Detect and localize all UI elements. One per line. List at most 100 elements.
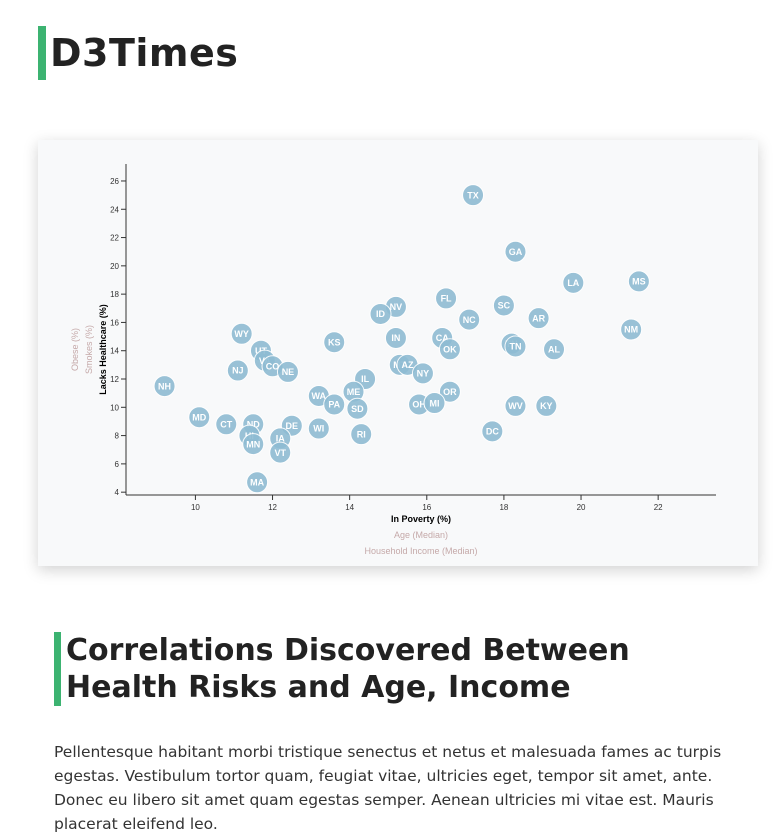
data-point-nj[interactable] <box>226 359 249 382</box>
y-tick-label: 4 <box>115 488 120 497</box>
data-point-ga[interactable] <box>504 240 527 263</box>
data-point-label: SC <box>498 301 511 311</box>
data-point-wi[interactable] <box>307 417 330 440</box>
brand-header: D3Times <box>38 26 238 80</box>
y-tick-label: 18 <box>110 290 119 299</box>
data-point-label: RI <box>357 429 366 439</box>
x-tick-label: 20 <box>577 503 586 512</box>
data-point-sd[interactable] <box>346 397 369 420</box>
data-point-fl[interactable] <box>435 287 458 310</box>
data-point-ny[interactable] <box>411 362 434 385</box>
data-point-label: ID <box>376 309 386 319</box>
data-point-label: ND <box>247 419 260 429</box>
data-point-al[interactable] <box>543 338 566 361</box>
data-point-label: MN <box>246 439 260 449</box>
x-tick-label: 16 <box>422 503 431 512</box>
data-point-label: NC <box>463 315 476 325</box>
data-point-label: NY <box>417 369 430 379</box>
data-point-label: IL <box>361 374 370 384</box>
data-point-label: MI <box>429 398 439 408</box>
article-heading-block: Correlations Discovered Between Health R… <box>54 632 746 706</box>
data-point-label: IA <box>276 434 286 444</box>
y-axis-title-option[interactable]: Obese (%) <box>70 328 80 371</box>
data-point-label: MA <box>250 477 264 487</box>
y-tick-label: 20 <box>110 262 119 271</box>
y-axis-title-option[interactable]: Smokes (%) <box>84 325 94 374</box>
data-point-tx[interactable] <box>462 184 485 207</box>
data-point-label: NH <box>158 381 171 391</box>
data-point-label: WA <box>312 391 327 401</box>
data-point-tn[interactable] <box>504 335 527 358</box>
x-axis-title-option[interactable]: Age (Median) <box>394 530 448 540</box>
y-axis-title-option[interactable]: Lacks Healthcare (%) <box>98 304 108 395</box>
data-point-ma[interactable] <box>246 471 269 494</box>
data-point-dc[interactable] <box>481 420 504 443</box>
data-point-ms[interactable] <box>627 270 650 293</box>
chart-container: 10 12 14 16 18 20 22 4 6 8 10 12 14 16 18 20 22 24 26 TX GA L… <box>38 140 758 566</box>
x-tick-label: 10 <box>191 503 200 512</box>
data-point-label: AL <box>548 345 560 355</box>
data-point-pa[interactable] <box>323 393 346 416</box>
data-point-label: OR <box>443 387 457 397</box>
data-point-nh[interactable] <box>153 375 176 398</box>
data-point-label: CO <box>266 361 280 371</box>
data-point-label: OK <box>443 345 457 355</box>
data-point-ks[interactable] <box>323 331 346 354</box>
data-point-label: TX <box>467 190 479 200</box>
data-point-md[interactable] <box>188 406 211 429</box>
data-point-label: LA <box>567 278 579 288</box>
y-tick-label: 6 <box>115 460 120 469</box>
y-tick-label: 26 <box>110 177 119 186</box>
y-tick-label: 10 <box>110 403 119 412</box>
data-point-ct[interactable] <box>215 413 238 436</box>
article-heading: Correlations Discovered Between Health R… <box>66 633 630 705</box>
y-tick-label: 12 <box>110 375 119 384</box>
data-point-label: WI <box>313 424 324 434</box>
x-axis-title-option[interactable]: In Poverty (%) <box>391 514 451 524</box>
data-point-nm[interactable] <box>620 318 643 341</box>
data-point-label: KS <box>328 337 341 347</box>
data-point-label: PA <box>328 400 340 410</box>
data-point-ky[interactable] <box>535 394 558 417</box>
data-point-label: NV <box>390 302 403 312</box>
data-point-or[interactable] <box>438 380 461 403</box>
data-point-id[interactable] <box>369 302 392 325</box>
data-point-ok[interactable] <box>438 338 461 361</box>
data-point-wv[interactable] <box>504 394 527 417</box>
x-tick-label: 22 <box>654 503 663 512</box>
data-point-label: VT <box>274 448 286 458</box>
data-point-label: ME <box>347 387 361 397</box>
data-point-label: DE <box>286 421 299 431</box>
article-body: Pellentesque habitant morbi tristique se… <box>54 743 722 833</box>
data-point-wy[interactable] <box>230 322 253 345</box>
data-point-label: NM <box>624 325 638 335</box>
y-tick-label: 24 <box>110 205 119 214</box>
data-point-label: DC <box>486 427 499 437</box>
data-point-label: SD <box>351 404 364 414</box>
data-point-label: NE <box>282 367 295 377</box>
data-point-label: IN <box>391 333 400 343</box>
data-point-vt[interactable] <box>269 441 292 464</box>
data-point-ne[interactable] <box>276 360 299 383</box>
data-point-label: CT <box>220 419 232 429</box>
data-point-mn[interactable] <box>242 433 265 456</box>
data-point-ri[interactable] <box>350 423 373 446</box>
x-axis-title-option[interactable]: Household Income (Median) <box>364 546 477 556</box>
data-point-label: AZ <box>402 360 414 370</box>
data-point-nc[interactable] <box>458 308 481 331</box>
y-tick-label: 8 <box>115 432 120 441</box>
data-point-label: NJ <box>232 366 244 376</box>
data-point-label: KY <box>540 401 553 411</box>
data-point-ar[interactable] <box>527 307 550 330</box>
x-tick-label: 12 <box>268 503 277 512</box>
y-tick-label: 14 <box>110 347 119 356</box>
site-title: D3Times <box>50 31 239 75</box>
data-point-mi[interactable] <box>423 392 446 415</box>
data-point-la[interactable] <box>562 271 585 294</box>
data-point-label: AR <box>532 313 545 323</box>
y-tick-label: 22 <box>110 234 119 243</box>
data-point-label: MS <box>632 277 646 287</box>
data-point-in[interactable] <box>384 326 407 349</box>
data-point-sc[interactable] <box>492 294 515 317</box>
data-point-label: GA <box>509 247 523 257</box>
